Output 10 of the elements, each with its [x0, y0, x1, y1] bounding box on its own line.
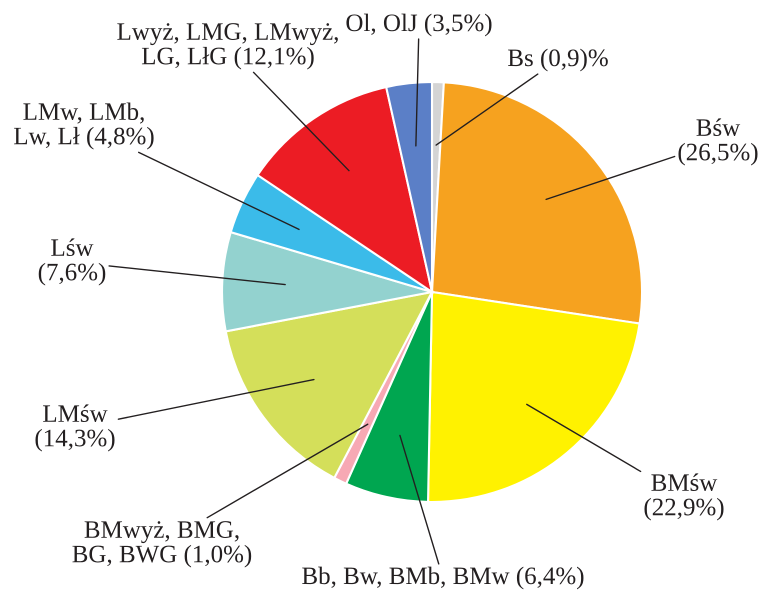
slice-label: LMśw (14,3%) — [35, 404, 115, 452]
slice-label: Ol, OlJ (3,5%) — [346, 14, 492, 36]
slice-label: Bs (0,9)% — [508, 48, 608, 72]
slice-label: Lśw (7,6%) — [38, 238, 106, 286]
slice-label: Bśw (26,5%) — [678, 118, 758, 166]
slice-label: Bb, Bw, BMb, BMw (6,4%) — [302, 566, 584, 590]
slice-label: LMw, LMb, Lw, Lł (4,8%) — [14, 102, 154, 150]
slice-label: BMwyż, BMG, BG, BWG (1,0%) — [72, 521, 252, 568]
slice-label: BMśw (22,9%) — [644, 473, 724, 521]
slice-label: Lwyż, LMG, LMwyż, LG, LłG (12,1%) — [117, 23, 338, 70]
